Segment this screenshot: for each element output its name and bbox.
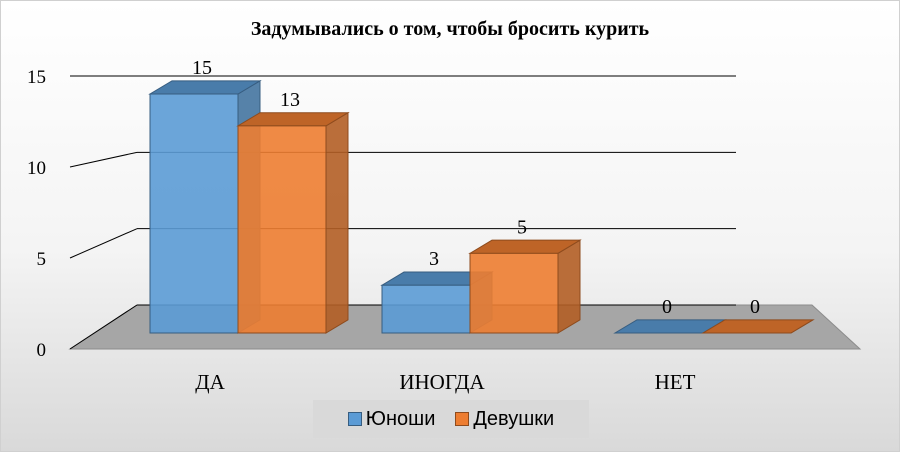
x-tick-label: ИНОГДА [399,370,485,394]
bar-devushki-0 [236,111,350,334]
bar-devushki-1 [468,239,582,334]
y-tick-label: 5 [37,249,47,270]
legend-swatch-series-1 [455,412,470,426]
gridline-side [69,304,138,350]
gridline-side [69,151,138,168]
data-label: 0 [662,296,672,318]
gridline-side [69,228,138,259]
bar-devushki-2 [701,319,815,334]
x-tick-label: ДА [195,370,225,394]
legend-label-series-0: Юноши [365,407,436,430]
legend-item-series-0: Юноши [347,407,436,431]
x-tick-label: НЕТ [655,370,696,394]
chart-legend: Юноши Девушки [313,400,589,438]
data-label: 5 [517,216,527,238]
legend-swatch-series-0 [347,412,362,426]
data-label: 13 [280,89,300,111]
y-tick-label: 15 [27,67,46,88]
legend-label-series-1: Девушки [473,407,555,430]
data-label: 0 [750,296,760,318]
y-tick-label: 0 [37,340,47,361]
data-label: 3 [429,248,439,270]
data-label: 15 [192,57,212,79]
y-tick-label: 10 [27,158,46,179]
chart-title: Задумывались о том, чтобы бросить курить [250,18,650,40]
legend-item-series-1: Девушки [455,408,554,431]
